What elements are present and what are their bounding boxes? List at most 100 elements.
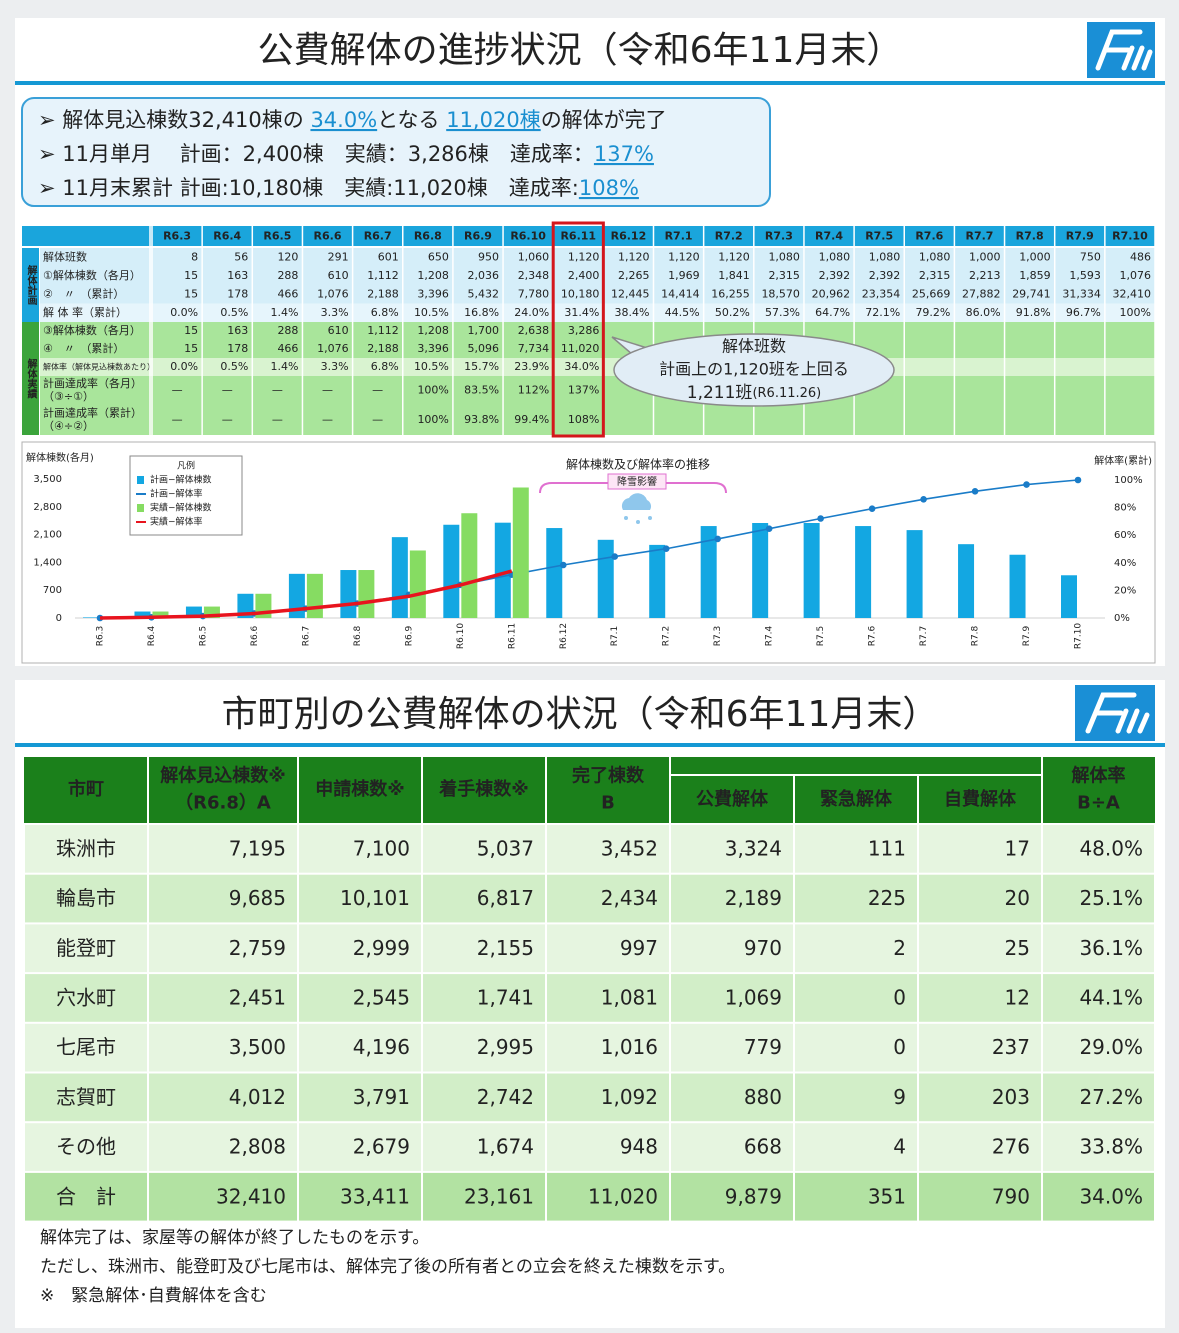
table-cell-bg [423,874,545,923]
table-cell-bg [423,924,545,973]
table-cell: 15 [184,342,198,355]
point [559,561,567,569]
table-cell: 0.5% [220,360,248,373]
table-cell: 14,414 [661,287,700,300]
table-cell-bg [547,1023,669,1072]
table-cell: 36.1% [1079,936,1143,960]
table-cell-bg [25,1123,147,1171]
table-cell: 23,161 [464,1184,534,1208]
y2-tick-label: 0% [1114,613,1130,624]
table-cell: 8 [191,250,198,263]
row-label: ①解体棟数（各月） [43,268,141,282]
table-cell: 178 [227,287,248,300]
table-cell: 32,410 [216,1184,286,1208]
table-cell: 2,808 [229,1135,286,1159]
table-cell: 9 [893,1085,906,1109]
column-header: R7.3 [765,230,793,243]
table-cell: 0.5% [220,306,248,319]
table-cell: 1,076 [317,287,349,300]
table-cell: 3.3% [321,306,349,319]
row-label: 解 体 率（累計） [43,305,127,319]
table-cell: 64.7% [815,306,850,319]
table-cell: 291 [328,250,349,263]
table-cell: 0.0% [170,360,198,373]
table-cell: 32,410 [1113,287,1152,300]
table-cell: 志賀町 [56,1085,116,1109]
table-cell: 5,096 [468,342,500,355]
group-cell [22,322,39,435]
table-cell: 650 [428,250,449,263]
logo [1075,685,1155,741]
table-cell: 27.2% [1079,1085,1143,1109]
table-cell: 10,101 [340,886,410,910]
table-cell: 1,859 [1019,269,1051,282]
table-cell: 610 [328,269,349,282]
column-header: （R6.8）A [175,793,271,814]
table-cell: 2,213 [969,269,1001,282]
bar [152,611,169,618]
column-header: R6.5 [263,230,291,243]
table-cell: 9,879 [725,1184,782,1208]
bar [443,524,460,618]
point [1074,476,1082,484]
table-cell: 1,120 [568,250,600,263]
note: ただし、珠洲市、能登町及び七尾市は、解体完了後の所有者との立会を終えた棟数を示す… [40,1257,735,1277]
note: 解体完了は、家屋等の解体が終了したものを示す。 [40,1228,429,1248]
table-cell: 56 [234,250,248,263]
table-cell: 3,396 [417,342,449,355]
column-header: R6.10 [510,230,546,243]
table-cell-bg [25,974,147,1022]
table-cell: — [272,384,283,397]
table-cell: 1,081 [601,985,658,1009]
bar [906,530,923,618]
table-cell: 1,112 [367,324,399,337]
row-label: 解体班数 [43,249,87,263]
bar [203,606,220,618]
table-cell-bg [671,974,793,1022]
table-cell: 2,392 [819,269,851,282]
table-cell-bg [299,874,421,923]
bar [461,513,478,618]
table-cell: — [322,384,333,397]
column-header: R6.6 [314,230,342,243]
table-cell: 163 [227,269,248,282]
row-label: ④ 〃 （累計） [43,341,124,355]
bar [649,544,666,618]
x-tick-label: R7.10 [1074,623,1084,650]
table-cell: 38.4% [615,306,650,319]
table-cell: 2,188 [367,342,399,355]
bar [1009,554,1026,618]
bar [855,526,872,618]
table-cell-bg [919,1073,1041,1122]
table-cell: 33.8% [1079,1135,1143,1159]
table-cell: 50.2% [715,306,750,319]
x-tick-label: R6.10 [456,623,466,650]
y-tick-label: 0 [56,613,62,624]
table-cell: 10.5% [414,306,449,319]
table-cell: 2,265 [618,269,650,282]
table-cell: 34.0% [1079,1184,1143,1208]
line [99,569,513,620]
table-cell: 99.4% [514,413,549,426]
y2-tick-label: 80% [1114,503,1136,514]
column-header: R6.4 [213,230,241,243]
table-cell: 1,092 [601,1085,658,1109]
table-cell: 1.4% [270,306,298,319]
table-cell: 七尾市 [56,1035,116,1059]
table-cell: 0 [893,985,906,1009]
table-cell: 12 [1005,985,1030,1009]
table-cell: 1,060 [518,250,550,263]
column-header: R7.1 [665,230,693,243]
row-label: （③÷①） [43,390,94,403]
table-cell-bg [1043,924,1154,973]
y2-tick-label: 20% [1114,585,1136,596]
summary-link: 34.0% [310,108,377,132]
summary-text: ➢ 11月単月 計画：2,400棟 実績：3,286棟 達成率： [38,142,594,166]
y-tick-label: 700 [43,585,62,596]
table-cell: 1,000 [969,250,1001,263]
table-cell: 610 [328,324,349,337]
table-cell: 2,679 [353,1135,410,1159]
table-cell: 1,700 [468,324,500,337]
table-cell: 48.0% [1079,836,1143,860]
table-cell-bg [919,924,1041,973]
